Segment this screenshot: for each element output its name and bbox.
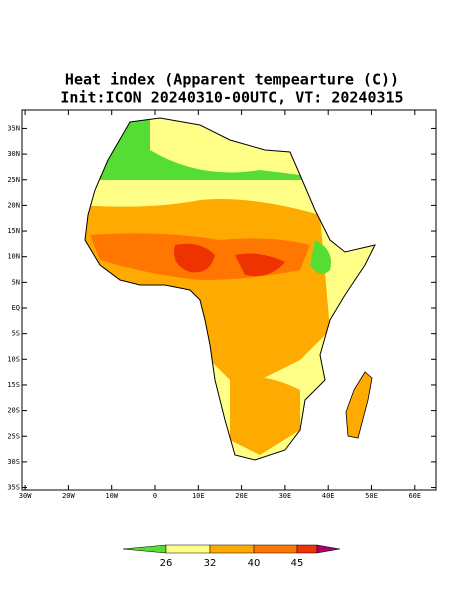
x-tick-label: 10W <box>105 492 118 500</box>
colorbar-segment <box>209 544 255 554</box>
coastline <box>84 117 376 461</box>
title: Heat index (Apparent tempearture (C)) <box>65 71 399 89</box>
y-tick-label: 20S <box>7 407 20 415</box>
y-tick-label: 15S <box>7 381 20 389</box>
y-tick-label: 10S <box>7 355 20 363</box>
x-tick-label: 60E <box>408 492 421 500</box>
y-tick-label: 5S <box>12 330 20 338</box>
y-tick-label: 35N <box>7 124 20 132</box>
y-tick-label: 35S <box>7 484 20 492</box>
y-tick-label: 30S <box>7 458 20 466</box>
colorbar-segment <box>122 544 167 554</box>
colorbar-label: 40 <box>248 558 261 569</box>
colorbar-segment <box>316 544 341 554</box>
y-tick-label: EQ <box>12 304 20 312</box>
y-tick-label: 5N <box>12 278 20 286</box>
y-tick-label: 25S <box>7 432 20 440</box>
x-tick-label: 30W <box>19 492 32 500</box>
y-tick-label: 25N <box>7 176 20 184</box>
colorbar-label: 32 <box>204 558 217 569</box>
y-tick-label: 10N <box>7 253 20 261</box>
y-tick-label: 15N <box>7 227 20 235</box>
x-tick-label: 20W <box>62 492 75 500</box>
y-tick-label: 20N <box>7 201 20 209</box>
madagascar <box>345 371 373 439</box>
x-tick-label: 30E <box>279 492 292 500</box>
x-tick-label: 20E <box>235 492 248 500</box>
colorbar-segment <box>253 544 298 554</box>
colorbar-segment <box>165 544 211 554</box>
colorbar-label: 45 <box>291 558 304 569</box>
colorbar-label: 26 <box>160 558 173 569</box>
x-tick-label: 0 <box>153 492 157 500</box>
x-tick-label: 40E <box>322 492 335 500</box>
y-tick-label: 30N <box>7 150 20 158</box>
x-tick-label: 10E <box>192 492 205 500</box>
x-tick-label: 50E <box>365 492 378 500</box>
colorbar-segment <box>296 544 318 554</box>
subtitle: Init:ICON 20240310-00UTC, VT: 20240315 <box>60 89 403 107</box>
